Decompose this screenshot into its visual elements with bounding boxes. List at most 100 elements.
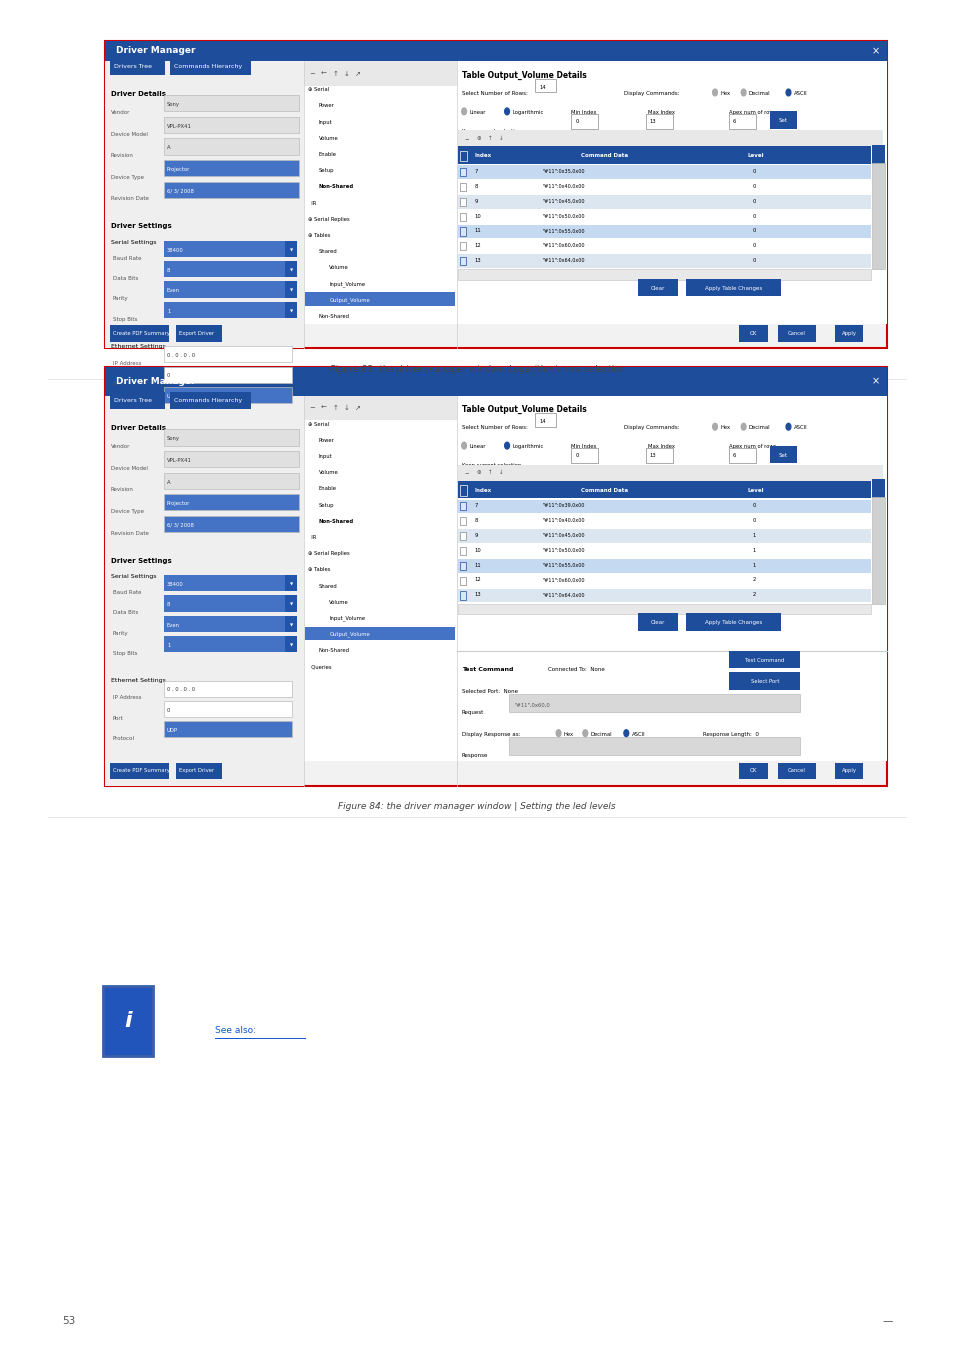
Bar	[456, 62, 886, 324]
Text: Display Commands:: Display Commands:	[623, 92, 679, 96]
Bar	[638, 613, 678, 630]
Bar	[110, 392, 165, 409]
Bar	[164, 494, 298, 510]
Text: 12: 12	[474, 243, 480, 248]
Text: 6: 6	[732, 119, 736, 124]
Text: Input_Volume: Input_Volume	[329, 616, 365, 621]
Text: Device Type: Device Type	[111, 509, 144, 514]
Text: Export Driver: Export Driver	[179, 768, 214, 774]
Text: 8: 8	[167, 602, 171, 608]
Bar	[103, 986, 152, 1056]
Text: Device Model: Device Model	[111, 132, 148, 136]
Text: ▼: ▼	[289, 644, 293, 648]
Text: Serial Settings: Serial Settings	[111, 240, 156, 244]
Bar	[571, 115, 598, 130]
Text: Vendor: Vendor	[111, 444, 130, 450]
Bar	[728, 672, 800, 690]
Text: 8: 8	[474, 518, 477, 522]
Text: Parity: Parity	[112, 297, 128, 301]
Text: ↗: ↗	[355, 70, 360, 77]
Text: 8: 8	[474, 184, 477, 189]
Text: Non-Shared: Non-Shared	[318, 518, 354, 524]
Text: 11: 11	[474, 228, 480, 234]
Text: Input: Input	[318, 454, 333, 459]
Text: "#11":0x39,0x00: "#11":0x39,0x00	[542, 504, 584, 508]
Bar	[457, 255, 870, 269]
Bar	[164, 367, 292, 383]
Text: Index: Index	[474, 154, 491, 158]
Bar	[285, 262, 296, 278]
Text: Test Command: Test Command	[744, 657, 784, 663]
Bar	[834, 325, 862, 342]
Text: Max Index: Max Index	[647, 444, 674, 450]
Text: ⊕ Serial: ⊕ Serial	[308, 88, 329, 92]
Bar	[105, 396, 304, 786]
Bar	[769, 112, 796, 130]
Text: ⊕ Serial: ⊕ Serial	[308, 421, 329, 427]
Text: Stop Bits: Stop Bits	[112, 317, 137, 321]
Text: 1: 1	[752, 533, 756, 537]
Bar	[638, 279, 678, 297]
Text: 8: 8	[167, 269, 171, 273]
Text: Level: Level	[747, 487, 763, 493]
Bar	[164, 347, 292, 363]
Circle shape	[582, 730, 587, 737]
Text: A: A	[167, 479, 171, 485]
Bar	[285, 282, 296, 298]
Bar	[457, 481, 870, 498]
Text: ↑: ↑	[487, 470, 492, 475]
Text: Even: Even	[167, 622, 180, 628]
Bar	[164, 472, 298, 489]
Text: Even: Even	[167, 289, 180, 293]
Bar	[164, 182, 298, 198]
Text: ⊕ Serial Replies: ⊕ Serial Replies	[308, 551, 350, 556]
Bar	[285, 616, 296, 632]
Bar	[645, 448, 672, 463]
Text: ↓: ↓	[498, 136, 503, 140]
Text: Response: Response	[461, 753, 488, 759]
Text: "#11",0x60,0: "#11",0x60,0	[514, 702, 549, 707]
Bar	[105, 367, 886, 786]
Text: Revision: Revision	[111, 487, 133, 493]
Text: 0: 0	[752, 198, 756, 204]
Bar	[110, 763, 169, 779]
Text: Drivers Tree: Drivers Tree	[113, 398, 152, 402]
Text: Cancel: Cancel	[787, 331, 804, 336]
Text: 0 . 0 . 0 . 0: 0 . 0 . 0 . 0	[167, 354, 194, 358]
Bar	[164, 721, 292, 737]
Text: ↑: ↑	[332, 405, 337, 410]
Text: Driver Settings: Driver Settings	[111, 558, 172, 564]
Bar	[304, 396, 456, 761]
Text: 7: 7	[474, 504, 477, 508]
Bar	[285, 595, 296, 612]
Text: Protocol: Protocol	[112, 736, 134, 741]
Text: Drivers Tree: Drivers Tree	[113, 63, 152, 69]
Bar	[456, 396, 886, 761]
Text: 53: 53	[62, 1316, 75, 1326]
Text: Non-Shared: Non-Shared	[318, 185, 354, 189]
Text: ←: ←	[320, 70, 326, 77]
Text: Parity: Parity	[112, 630, 128, 636]
Text: Select Number of Rows:: Select Number of Rows:	[461, 425, 527, 431]
Text: "#11":0x40,0x00: "#11":0x40,0x00	[542, 184, 585, 189]
Text: 10: 10	[474, 213, 480, 219]
Bar	[457, 270, 870, 281]
Text: ▼: ▼	[289, 583, 293, 587]
Bar	[164, 302, 292, 319]
Text: Vendor: Vendor	[111, 111, 130, 115]
Text: 0: 0	[752, 169, 756, 174]
Text: Driver Details: Driver Details	[111, 425, 166, 432]
Bar	[457, 181, 870, 194]
Bar	[459, 198, 465, 207]
Text: "#11":0x55,0x00: "#11":0x55,0x00	[542, 228, 585, 234]
Text: ↓: ↓	[343, 405, 349, 410]
Text: 6/ 3/ 2008: 6/ 3/ 2008	[167, 189, 193, 193]
Text: Keep current selection: Keep current selection	[461, 463, 520, 468]
Text: Power: Power	[318, 104, 335, 108]
Text: Display Commands:: Display Commands:	[623, 425, 679, 431]
Text: ×: ×	[870, 46, 879, 55]
Bar	[105, 367, 886, 396]
Text: ASCII: ASCII	[793, 92, 806, 96]
Text: Device Type: Device Type	[111, 176, 144, 180]
Text: Apex num of rows: Apex num of rows	[728, 444, 776, 450]
